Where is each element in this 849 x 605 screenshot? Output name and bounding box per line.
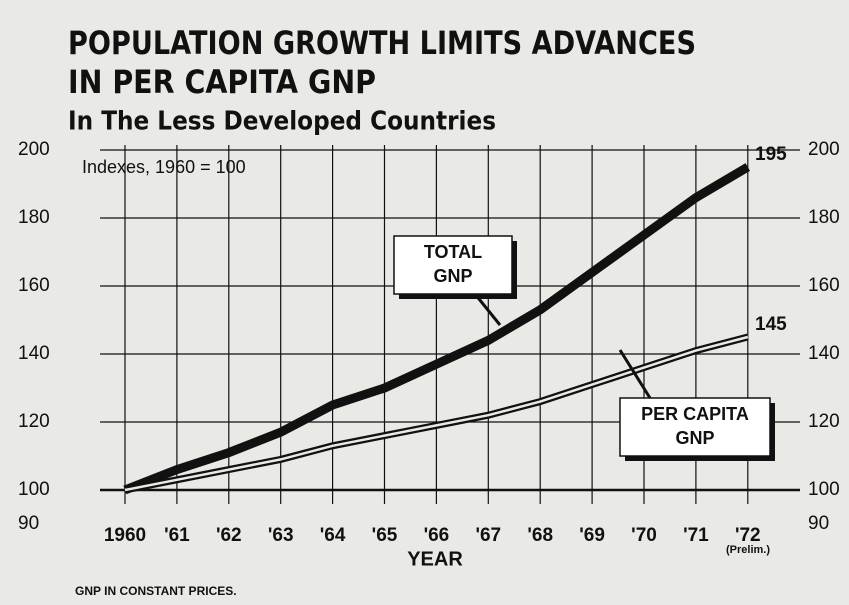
series-line: [123, 163, 751, 495]
y-tick-label: 90: [18, 513, 39, 534]
note: Indexes, 1960 = 100: [82, 157, 246, 177]
y-tick-label: 140: [18, 343, 50, 364]
y-tick-label-right: 200: [808, 139, 840, 160]
x-annotation: (Prelim.): [726, 544, 770, 556]
y-tick-label: 200: [18, 139, 50, 160]
x-tick-label: '63: [268, 525, 294, 546]
series-line-inner: [124, 335, 749, 492]
y-tick-label-right: 90: [808, 513, 829, 534]
x-tick-label: '62: [216, 525, 242, 546]
end-value-label: 195: [755, 144, 787, 165]
x-tick-label: '67: [475, 525, 501, 546]
callout-pointer: [618, 349, 652, 399]
legend-label: GNP: [675, 428, 714, 448]
x-tick-label: '71: [683, 525, 709, 546]
chart-title: POPULATION GROWTH LIMITS ADVANCES: [68, 24, 696, 62]
legend-box: [619, 397, 771, 457]
y-tick-label-right: 120: [808, 411, 840, 432]
x-tick-label: '69: [579, 525, 605, 546]
x-tick-label: '68: [527, 525, 553, 546]
y-tick-label-right: 160: [808, 275, 840, 296]
x-tick-label: 1960: [104, 525, 146, 546]
end-value-label: 145: [755, 314, 787, 335]
footnote: GNP IN CONSTANT PRICES.: [75, 584, 237, 598]
x-tick-label: '64: [320, 525, 346, 546]
callout-pointer: [473, 293, 502, 326]
legend-label: PER CAPITA: [641, 404, 749, 424]
legend-label: GNP: [433, 266, 472, 286]
y-tick-label-right: 100: [808, 479, 840, 500]
chart-title: IN PER CAPITA GNP: [68, 63, 376, 101]
legend-box: [393, 235, 513, 295]
x-tick-label: '72: [735, 525, 761, 546]
y-tick-label: 180: [18, 207, 50, 228]
x-tick-label: '70: [631, 525, 657, 546]
y-tick-label-right: 140: [808, 343, 840, 364]
y-tick-label: 120: [18, 411, 50, 432]
y-tick-label: 160: [18, 275, 50, 296]
y-tick-label: 100: [18, 479, 50, 500]
chart-subtitle: In The Less Developed Countries: [68, 107, 496, 137]
x-tick-label: '65: [372, 525, 398, 546]
x-tick-label: '61: [164, 525, 190, 546]
x-tick-label: '66: [424, 525, 450, 546]
legend-label: TOTAL: [424, 242, 482, 262]
x-axis-label: YEAR: [407, 548, 463, 570]
y-tick-label-right: 180: [808, 207, 840, 228]
